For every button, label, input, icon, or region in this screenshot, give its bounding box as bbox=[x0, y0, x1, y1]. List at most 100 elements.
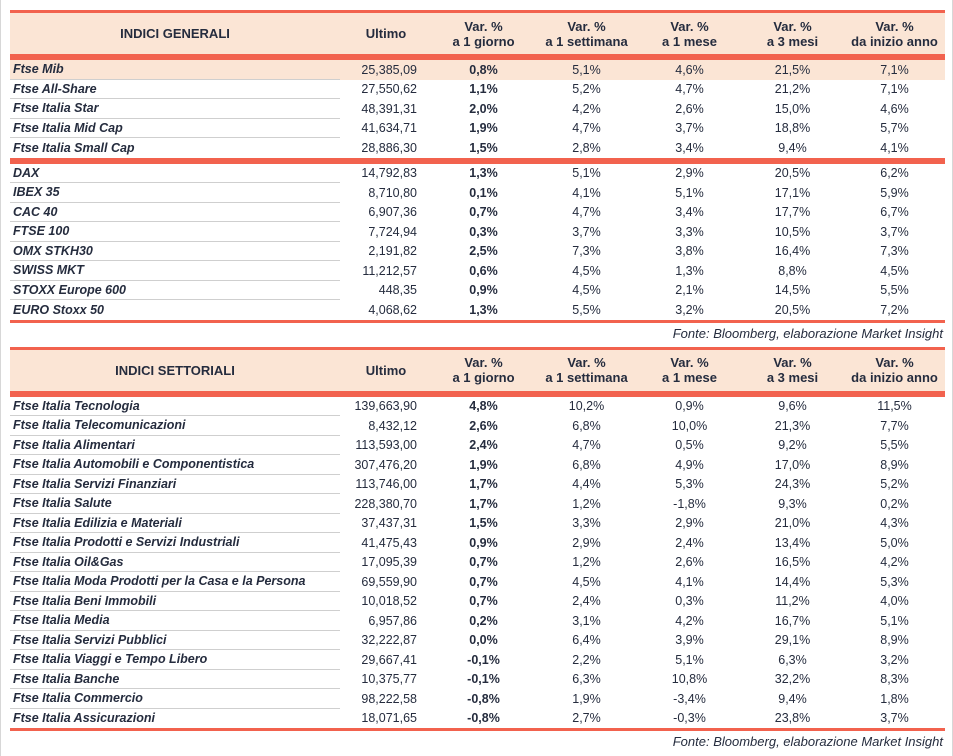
var-1-giorno: 0,7% bbox=[469, 594, 498, 609]
var-inizio-anno: 5,5% bbox=[880, 438, 909, 453]
value-ultimo: 6,907,36 bbox=[368, 205, 417, 220]
var-1-giorno: 0,1% bbox=[469, 185, 498, 200]
table-row: Ftse Italia Tecnologia 139,663,90 4,8% 1… bbox=[10, 397, 945, 416]
var-1-mese: 4,1% bbox=[675, 574, 704, 589]
table-row: Ftse Italia Media 6,957,86 0,2% 3,1% 4,2… bbox=[10, 611, 945, 631]
var-3-mesi: 21,0% bbox=[774, 516, 811, 531]
var-inizio-anno: 3,7% bbox=[880, 224, 909, 239]
value-ultimo: 10,375,77 bbox=[361, 672, 417, 687]
table-row: Ftse Italia Small Cap 28,886,30 1,5% 2,8… bbox=[10, 138, 945, 158]
index-name: Ftse Italia Oil&Gas bbox=[10, 553, 340, 572]
value-ultimo: 98,222,58 bbox=[361, 691, 417, 706]
var-inizio-anno: 8,3% bbox=[880, 672, 909, 687]
table-header: INDICI GENERALI Ultimo Var. % a 1 giorno… bbox=[10, 13, 945, 54]
var-1-giorno: -0,8% bbox=[467, 711, 500, 726]
var-inizio-anno: 7,3% bbox=[880, 244, 909, 259]
var-1-settimana: 5,5% bbox=[572, 302, 601, 317]
value-ultimo: 113,593,00 bbox=[355, 438, 417, 453]
var-3-mesi: 21,5% bbox=[774, 62, 811, 77]
value-ultimo: 2,191,82 bbox=[368, 244, 417, 259]
table-row: FTSE 100 7,724,94 0,3% 3,7% 3,3% 10,5% 3… bbox=[10, 222, 945, 242]
var-3-mesi: 9,3% bbox=[778, 496, 807, 511]
var-1-settimana: 10,2% bbox=[568, 399, 605, 414]
value-ultimo: 8,432,12 bbox=[368, 418, 417, 433]
var-inizio-anno: 11,5% bbox=[877, 399, 912, 414]
table-indici-settoriali: INDICI SETTORIALI Ultimo Var. % a 1 gior… bbox=[10, 346, 945, 731]
var-1-mese: 2,6% bbox=[675, 555, 704, 570]
value-ultimo: 29,667,41 bbox=[361, 652, 417, 667]
var-1-mese: 0,5% bbox=[675, 438, 704, 453]
var-1-settimana: 1,2% bbox=[572, 496, 601, 511]
index-name: EURO Stoxx 50 bbox=[13, 302, 105, 317]
value-ultimo: 48,391,31 bbox=[361, 101, 417, 116]
index-name: Ftse Italia Salute bbox=[10, 494, 340, 514]
var-1-mese: -1,8% bbox=[673, 496, 706, 511]
var-inizio-anno: 7,7% bbox=[880, 418, 909, 433]
var-1-settimana: 1,9% bbox=[572, 691, 601, 706]
value-ultimo: 27,550,62 bbox=[361, 82, 417, 97]
var-inizio-anno: 0,2% bbox=[880, 496, 909, 511]
var-1-mese: 0,3% bbox=[675, 594, 704, 609]
var-3-mesi: 23,8% bbox=[774, 711, 811, 726]
index-name: Ftse Italia Servizi Finanziari bbox=[10, 475, 340, 494]
var-1-settimana: 4,7% bbox=[572, 121, 601, 136]
var-1-mese: 5,1% bbox=[675, 185, 704, 200]
var-3-mesi: 9,6% bbox=[778, 399, 807, 414]
var-inizio-anno: 5,5% bbox=[880, 283, 909, 298]
value-ultimo: 69,559,90 bbox=[361, 574, 417, 589]
value-ultimo: 18,071,65 bbox=[361, 711, 417, 726]
var-1-mese: 3,3% bbox=[675, 224, 704, 239]
value-ultimo: 17,095,39 bbox=[361, 555, 417, 570]
table-bottom-border bbox=[10, 319, 945, 323]
index-name: Ftse Italia Prodotti e Servizi Industria… bbox=[10, 533, 340, 553]
var-1-giorno: -0,1% bbox=[467, 652, 500, 667]
var-inizio-anno: 5,0% bbox=[880, 535, 909, 550]
var-1-giorno: 0,2% bbox=[469, 613, 498, 628]
value-ultimo: 307,476,20 bbox=[354, 457, 417, 472]
var-1-mese: 5,3% bbox=[675, 477, 704, 492]
var-3-mesi: 18,8% bbox=[774, 121, 811, 136]
var-1-settimana: 4,7% bbox=[572, 438, 601, 453]
var-3-mesi: 16,5% bbox=[774, 555, 811, 570]
value-ultimo: 37,437,31 bbox=[361, 516, 417, 531]
var-3-mesi: 29,1% bbox=[774, 633, 811, 648]
index-name: Ftse Italia Servizi Pubblici bbox=[10, 631, 340, 650]
var-1-giorno: 0,8% bbox=[469, 62, 498, 77]
column-header-var-1-giorno: Var. % a 1 giorno bbox=[452, 18, 515, 49]
value-ultimo: 139,663,90 bbox=[354, 399, 417, 414]
table-indici-generali: INDICI GENERALI Ultimo Var. % a 1 giorno… bbox=[10, 10, 945, 323]
var-1-mese: 0,9% bbox=[675, 399, 704, 414]
var-3-mesi: 8,8% bbox=[778, 263, 807, 278]
var-1-settimana: 6,3% bbox=[572, 672, 601, 687]
var-3-mesi: 20,5% bbox=[774, 302, 811, 317]
var-1-giorno: 1,7% bbox=[469, 496, 498, 511]
table-row: Ftse Italia Telecomunicazioni 8,432,12 2… bbox=[10, 416, 945, 436]
var-1-mese: 3,2% bbox=[675, 302, 704, 317]
index-name: CAC 40 bbox=[10, 203, 340, 222]
index-name: OMX STKH30 bbox=[10, 242, 340, 261]
value-ultimo: 113,746,00 bbox=[355, 477, 417, 492]
var-inizio-anno: 1,8% bbox=[880, 691, 909, 706]
var-3-mesi: 17,1% bbox=[774, 185, 811, 200]
var-1-mese: 3,4% bbox=[675, 140, 704, 155]
var-1-mese: 4,9% bbox=[675, 457, 704, 472]
var-1-giorno: 1,5% bbox=[469, 516, 498, 531]
var-1-settimana: 3,3% bbox=[572, 516, 601, 531]
index-name: Ftse Italia Small Cap bbox=[13, 140, 135, 155]
var-1-mese: 2,6% bbox=[675, 101, 704, 116]
var-inizio-anno: 3,7% bbox=[880, 711, 909, 726]
var-1-mese: -3,4% bbox=[673, 691, 706, 706]
var-1-giorno: -0,1% bbox=[467, 672, 500, 687]
var-inizio-anno: 8,9% bbox=[880, 457, 909, 472]
var-1-settimana: 6,8% bbox=[572, 457, 601, 472]
value-ultimo: 41,475,43 bbox=[361, 535, 417, 550]
table-row: Ftse Italia Alimentari 113,593,00 2,4% 4… bbox=[10, 436, 945, 455]
source-note: Fonte: Bloomberg, elaborazione Market In… bbox=[672, 734, 943, 749]
table-row: DAX 14,792,83 1,3% 5,1% 2,9% 20,5% 6,2% bbox=[10, 164, 945, 183]
value-ultimo: 228,380,70 bbox=[354, 496, 417, 511]
column-header-var-inizio-anno: Var. % da inizio anno bbox=[851, 355, 938, 385]
var-1-mese: 4,6% bbox=[675, 62, 704, 77]
var-1-giorno: 0,7% bbox=[469, 574, 498, 589]
var-1-mese: -0,3% bbox=[673, 711, 706, 726]
